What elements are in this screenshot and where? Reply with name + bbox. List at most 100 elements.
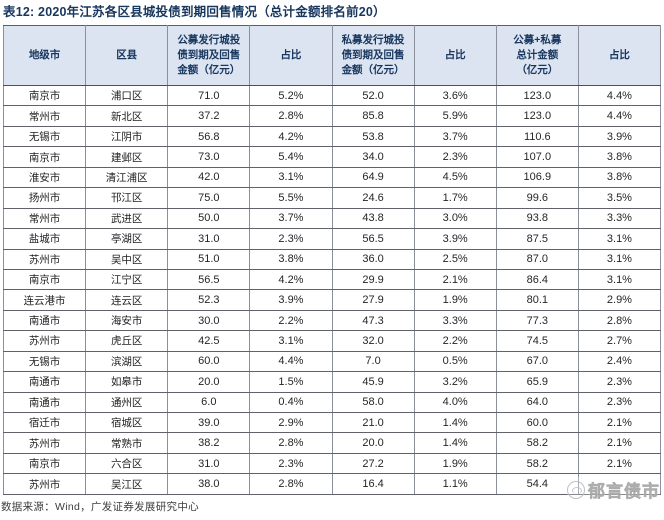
value-cell: 50.0 — [167, 207, 251, 230]
name-cell: 苏州市 — [2, 432, 87, 454]
column-header: 地级市 — [2, 25, 87, 86]
value-cell: 58.2 — [495, 452, 579, 475]
name-cell: 连云港市 — [2, 289, 87, 311]
column-header: 区县 — [85, 25, 169, 86]
table-row: 苏州市 吴江区 38.0 2.8% 16.4 1.1% 54.4 — [2, 473, 662, 495]
name-cell: 海安市 — [85, 309, 169, 332]
value-cell: 54.4 — [495, 473, 579, 495]
value-cell: 75.0 — [167, 187, 251, 209]
report-page: 表12: 2020年江苏各区县城投债到期回售情况（总计金额排名前20） 地级市区… — [0, 3, 664, 520]
value-cell: 99.6 — [495, 187, 579, 209]
value-cell: 5.9% — [413, 105, 497, 127]
value-cell: 0.4% — [249, 391, 333, 414]
value-cell: 3.9% — [249, 289, 333, 311]
value-cell: 3.9% — [577, 125, 662, 148]
name-cell: 浦口区 — [85, 84, 169, 107]
value-cell: 2.9% — [577, 289, 662, 311]
value-cell: 38.0 — [167, 473, 251, 495]
value-cell: 1.5% — [249, 371, 333, 393]
value-cell — [577, 473, 662, 495]
value-cell: 2.8% — [249, 473, 333, 495]
value-cell: 60.0 — [495, 411, 579, 434]
value-cell: 3.1% — [249, 166, 333, 189]
table-row: 南京市 六合区 31.0 2.3% 27.2 1.9% 58.2 2.1% — [2, 452, 662, 475]
value-cell: 3.9% — [413, 228, 497, 250]
value-cell: 80.1 — [495, 289, 579, 311]
value-cell: 20.0 — [167, 371, 251, 393]
table-row: 无锡市 滨湖区 60.0 4.4% 7.0 0.5% 67.0 2.4% — [2, 350, 662, 373]
value-cell: 53.8 — [331, 125, 415, 148]
value-cell: 67.0 — [495, 350, 579, 373]
value-cell: 87.5 — [495, 228, 579, 250]
value-cell: 36.0 — [331, 248, 415, 270]
value-cell: 2.3% — [249, 452, 333, 475]
value-cell: 3.8% — [577, 166, 662, 189]
value-cell: 39.0 — [167, 411, 251, 434]
name-cell: 南通市 — [2, 371, 87, 393]
value-cell: 107.0 — [495, 146, 579, 168]
value-cell: 52.0 — [331, 84, 415, 107]
value-cell: 0.5% — [413, 350, 497, 373]
value-cell: 5.4% — [249, 146, 333, 168]
name-cell: 南京市 — [2, 146, 87, 168]
value-cell: 21.0 — [331, 411, 415, 434]
value-cell: 3.2% — [413, 371, 497, 393]
value-cell: 60.0 — [167, 350, 251, 373]
value-cell: 2.1% — [577, 411, 662, 434]
table-row: 连云港市 连云区 52.3 3.9% 27.9 1.9% 80.1 2.9% — [2, 289, 662, 311]
value-cell: 110.6 — [495, 125, 579, 148]
name-cell: 江阴市 — [85, 125, 169, 148]
name-cell: 宿城区 — [85, 411, 169, 434]
value-cell: 2.5% — [413, 248, 497, 270]
name-cell: 南通市 — [2, 309, 87, 332]
value-cell: 3.3% — [577, 207, 662, 230]
value-cell: 4.0% — [413, 391, 497, 414]
value-cell: 2.3% — [577, 391, 662, 414]
value-cell: 42.5 — [167, 330, 251, 352]
value-cell: 2.3% — [413, 146, 497, 168]
value-cell: 3.6% — [413, 84, 497, 107]
value-cell: 2.3% — [577, 371, 662, 393]
name-cell: 六合区 — [85, 452, 169, 475]
name-cell: 南京市 — [2, 452, 87, 475]
value-cell: 3.1% — [249, 330, 333, 352]
value-cell: 7.0 — [331, 350, 415, 373]
value-cell: 3.7% — [413, 125, 497, 148]
value-cell: 73.0 — [167, 146, 251, 168]
value-cell: 24.6 — [331, 187, 415, 209]
name-cell: 苏州市 — [2, 248, 87, 270]
value-cell: 31.0 — [167, 452, 251, 475]
value-cell: 47.3 — [331, 309, 415, 332]
column-header: 占比 — [413, 25, 497, 86]
value-cell: 87.0 — [495, 248, 579, 270]
table-row: 南京市 江宁区 56.5 4.2% 29.9 2.1% 86.4 3.1% — [2, 268, 662, 291]
value-cell: 37.2 — [167, 105, 251, 127]
value-cell: 2.8% — [577, 309, 662, 332]
value-cell: 64.0 — [495, 391, 579, 414]
value-cell: 1.1% — [413, 473, 497, 495]
table-row: 南通市 通州区 6.0 0.4% 58.0 4.0% 64.0 2.3% — [2, 391, 662, 414]
name-cell: 无锡市 — [2, 125, 87, 148]
value-cell: 3.5% — [577, 187, 662, 209]
value-cell: 6.0 — [167, 391, 251, 414]
name-cell: 南京市 — [2, 84, 87, 107]
value-cell: 123.0 — [495, 105, 579, 127]
value-cell: 93.8 — [495, 207, 579, 230]
name-cell: 苏州市 — [2, 330, 87, 352]
table-row: 常州市 武进区 50.0 3.7% 43.8 3.0% 93.8 3.3% — [2, 207, 662, 230]
name-cell: 常州市 — [2, 105, 87, 127]
name-cell: 盐城市 — [2, 228, 87, 250]
value-cell: 71.0 — [167, 84, 251, 107]
value-cell: 56.8 — [167, 125, 251, 148]
name-cell: 滨湖区 — [85, 350, 169, 373]
table-row: 南京市 建邺区 73.0 5.4% 34.0 2.3% 107.0 3.8% — [2, 146, 662, 168]
value-cell: 64.9 — [331, 166, 415, 189]
value-cell: 32.0 — [331, 330, 415, 352]
table-body: 南京市 浦口区 71.0 5.2% 52.0 3.6% 123.0 4.4% 常州市 新北区 37.… — [2, 84, 662, 495]
value-cell: 3.7% — [249, 207, 333, 230]
value-cell: 5.5% — [249, 187, 333, 209]
name-cell: 亭湖区 — [85, 228, 169, 250]
table-row: 扬州市 邗江区 75.0 5.5% 24.6 1.7% 99.6 3.5% — [2, 187, 662, 209]
value-cell: 3.1% — [577, 248, 662, 270]
value-cell: 2.1% — [577, 452, 662, 475]
